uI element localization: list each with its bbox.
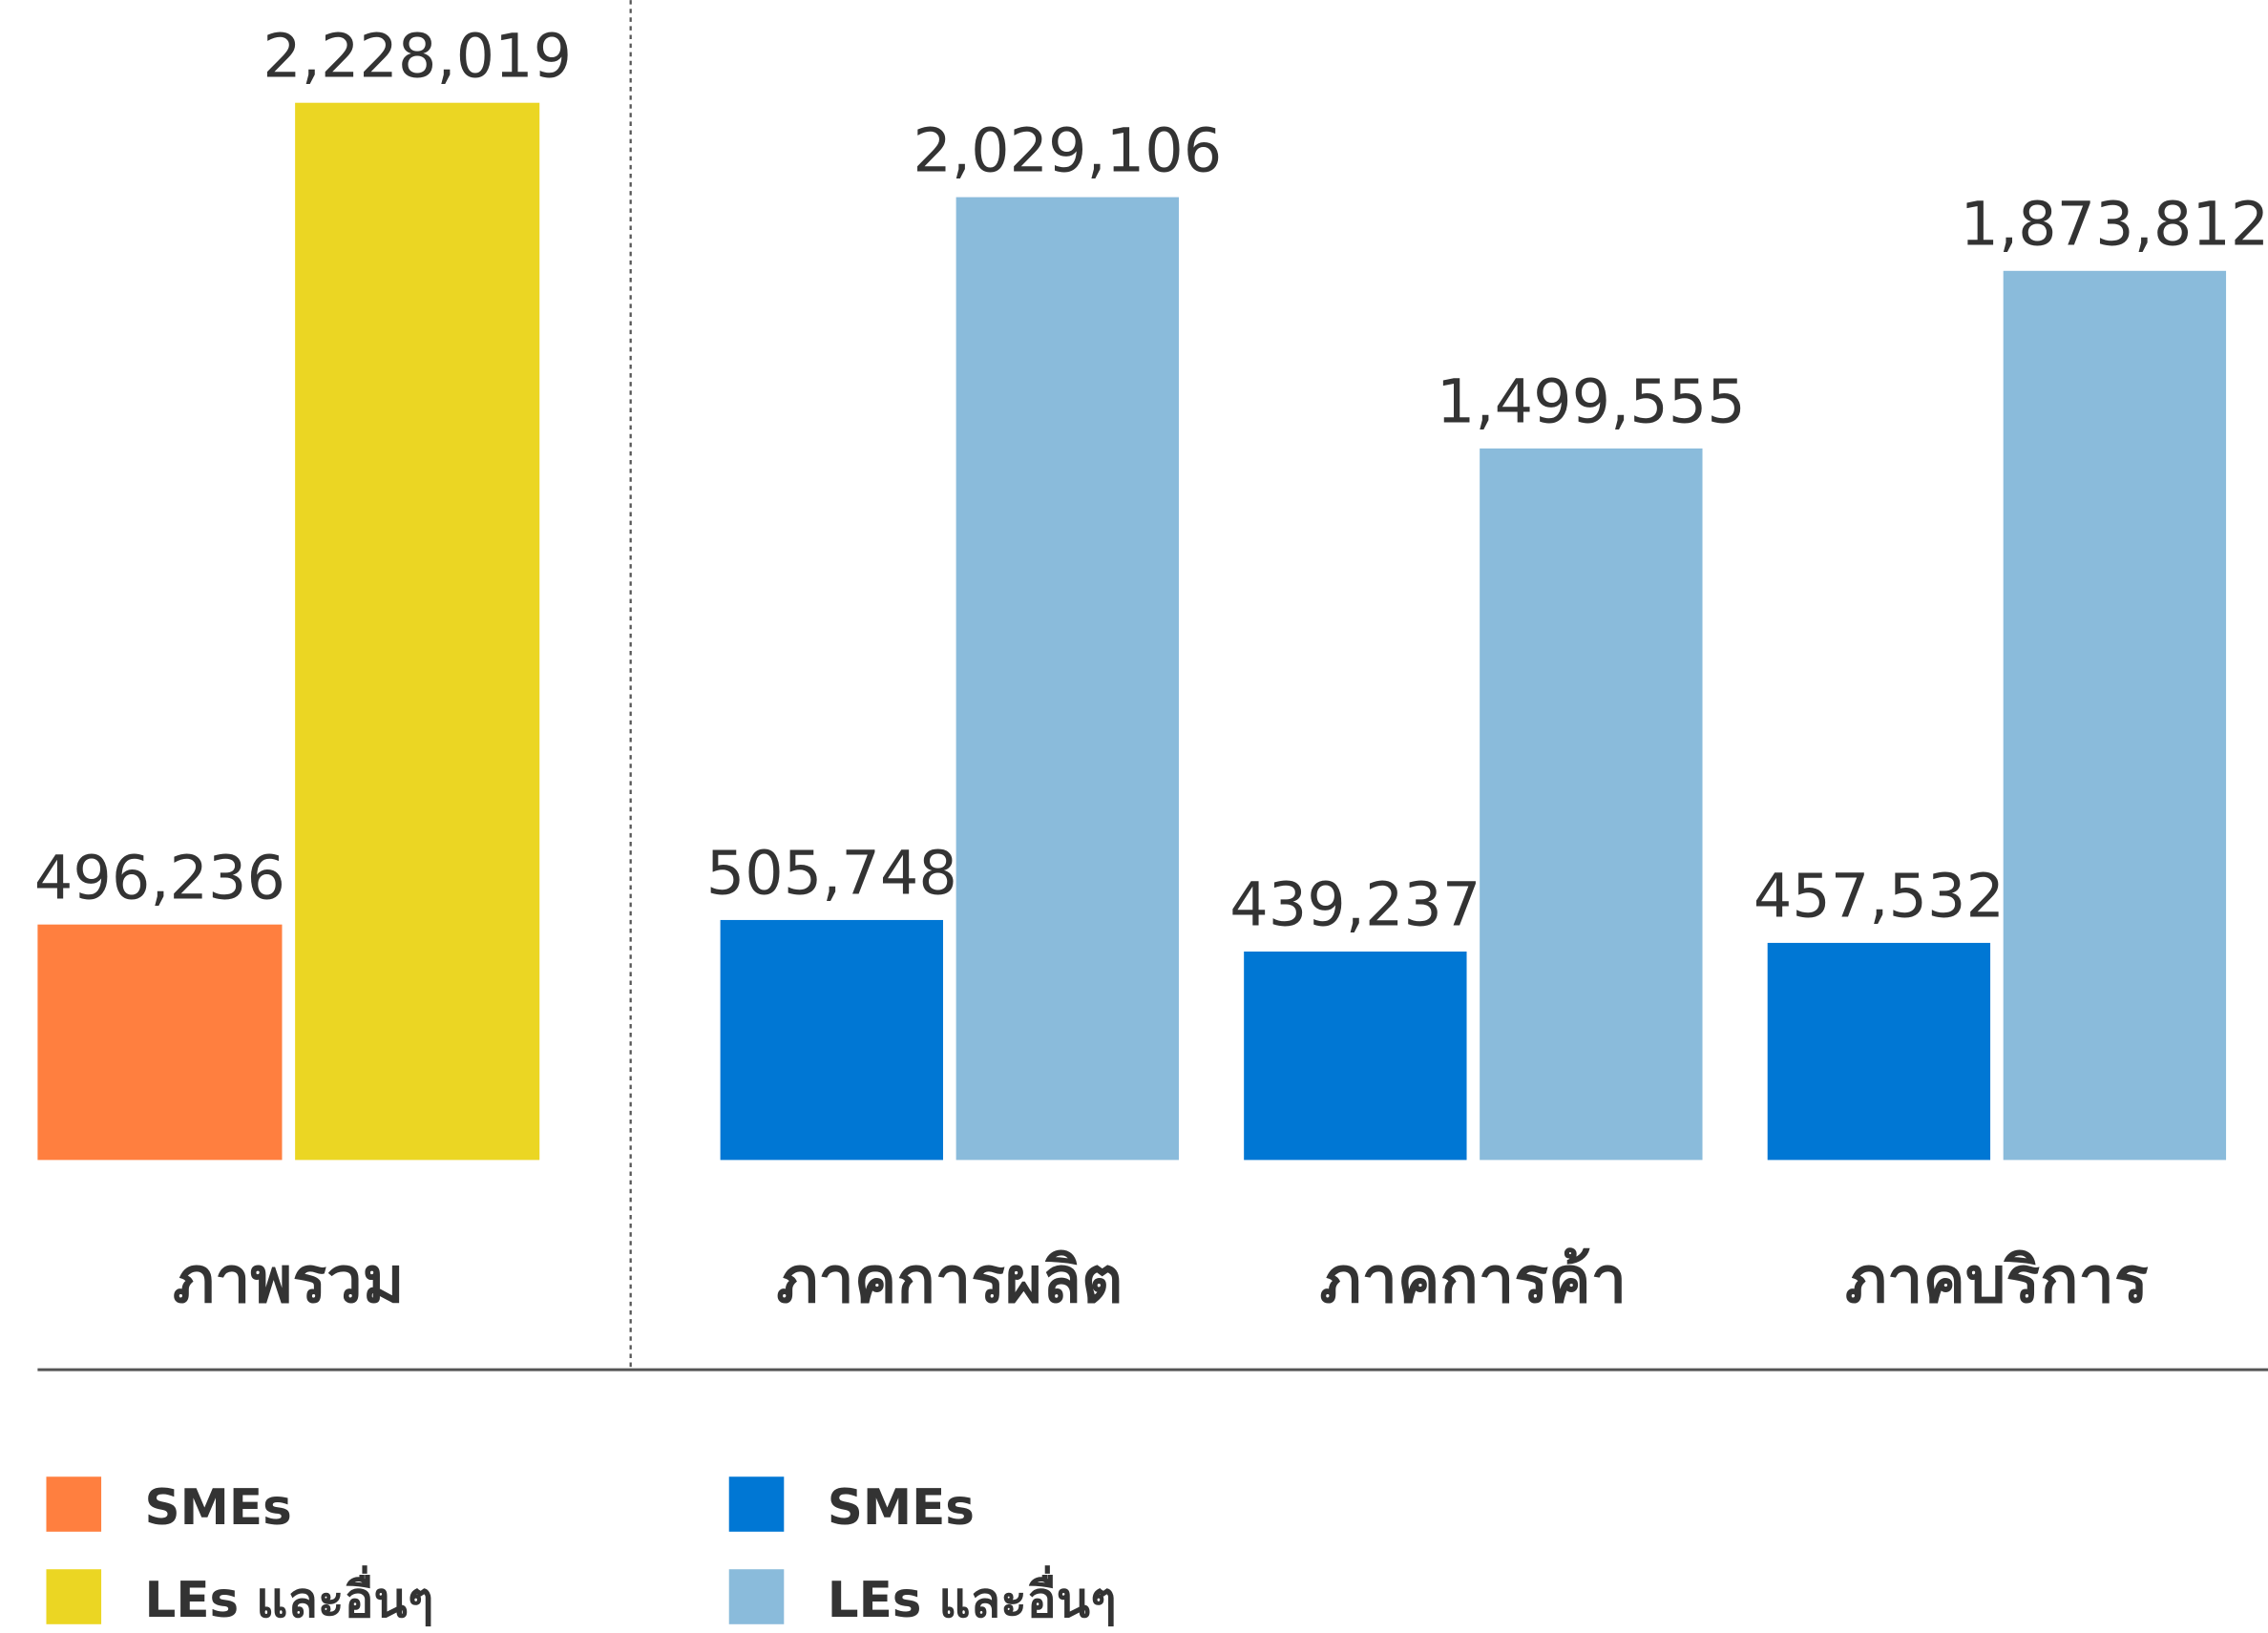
value-label: 439,237 <box>1229 870 1480 941</box>
legend-swatch <box>728 1476 785 1532</box>
legend-label: LEs และอื่นๆ <box>145 1565 434 1629</box>
bar <box>2003 270 2227 1161</box>
legend-swatch <box>728 1569 785 1624</box>
legend-label: SMEs <box>828 1479 975 1537</box>
value-label: 457,532 <box>1754 862 2005 932</box>
category-label: ภาคบริการ <box>1845 1243 2149 1317</box>
bar <box>956 197 1179 1161</box>
value-label: 2,228,019 <box>262 21 572 92</box>
category-label: ภาคการค้า <box>1320 1243 1628 1317</box>
legend-label: LEs และอื่นๆ <box>828 1565 1117 1629</box>
value-label: 2,029,106 <box>913 115 1222 186</box>
legend-swatch <box>46 1569 102 1624</box>
bar <box>1480 448 1703 1161</box>
bar <box>720 919 943 1161</box>
bar <box>295 102 540 1161</box>
value-label: 505,748 <box>706 839 957 910</box>
bar <box>1767 942 1991 1161</box>
value-label: 1,873,812 <box>1960 190 2268 261</box>
legend-label: SMEs <box>145 1479 292 1537</box>
legend-swatch <box>46 1476 102 1532</box>
category-label: ภาพรวม <box>173 1243 404 1317</box>
value-label: 496,236 <box>34 843 285 913</box>
value-label: 1,499,555 <box>1437 367 1746 438</box>
category-label: ภาคการผลิต <box>776 1243 1123 1317</box>
bar <box>37 924 283 1161</box>
bar <box>1244 952 1467 1161</box>
